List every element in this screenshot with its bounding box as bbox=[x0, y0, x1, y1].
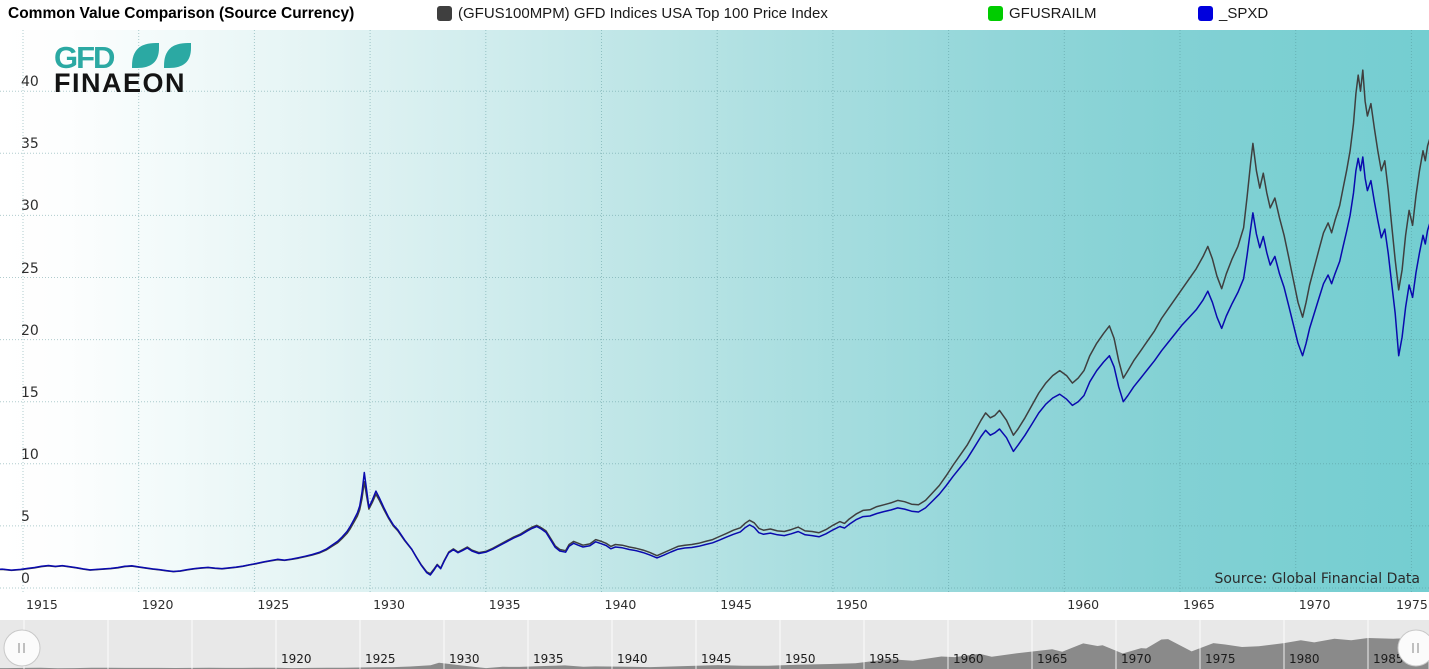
navigator[interactable]: 1920 1925 1930 1935 1940 1945 1950 1955 1960 1965… bbox=[0, 620, 1429, 669]
legend-item-spxd[interactable]: _SPXD bbox=[1198, 5, 1268, 22]
navigator-tick-label: 1980 bbox=[1289, 652, 1320, 666]
y-axis-label: 30 bbox=[21, 198, 39, 215]
navigator-tick-label: 1975 bbox=[1205, 652, 1236, 666]
navigator-right-handle[interactable] bbox=[1397, 629, 1429, 667]
navigator-tick-label: 1985 bbox=[1373, 652, 1404, 666]
logo-finaeon-text: FINAEON bbox=[54, 68, 186, 95]
y-axis-label: 10 bbox=[21, 446, 39, 463]
x-axis-label: 1970 bbox=[1298, 597, 1331, 612]
legend-label: (GFUS100MPM) GFD Indices USA Top 100 Pri… bbox=[458, 5, 828, 22]
legend-marker bbox=[988, 6, 1003, 21]
navigator-tick-label: 1950 bbox=[785, 652, 816, 666]
navigator-tick-label: 1920 bbox=[281, 652, 312, 666]
logo-leaf-icon bbox=[164, 43, 191, 68]
navigator-tick-label: 1960 bbox=[953, 652, 984, 666]
x-axis-label: 1920 bbox=[141, 597, 174, 612]
x-axis-label: 1960 bbox=[1067, 597, 1100, 612]
navigator-area[interactable] bbox=[0, 638, 1429, 669]
source-note: Source: Global Financial Data bbox=[1214, 571, 1420, 587]
gfd-finaeon-logo: GFD FINAEON bbox=[52, 39, 252, 98]
y-axis-label: 35 bbox=[21, 136, 39, 153]
y-axis-label: 15 bbox=[21, 384, 39, 401]
chart-header: Common Value Comparison (Source Currency… bbox=[0, 0, 1429, 30]
x-axis-label: 1965 bbox=[1183, 597, 1215, 612]
y-axis-label: 40 bbox=[21, 74, 39, 91]
x-axis-label: 1930 bbox=[373, 597, 405, 612]
plot-area[interactable]: 0 5 10 15 20 25 30 35 40 GFD FINAEON Source: Glo… bbox=[0, 30, 1429, 592]
navigator-left-handle[interactable] bbox=[3, 629, 41, 667]
y-axis-label: 0 bbox=[21, 571, 30, 587]
legend-marker bbox=[1198, 6, 1213, 21]
navigator-tick-label: 1935 bbox=[533, 652, 564, 666]
y-axis-label: 25 bbox=[21, 260, 39, 277]
logo-leaf-icon bbox=[132, 43, 159, 68]
y-axis-label: 5 bbox=[21, 508, 30, 525]
x-axis-label: 1975 bbox=[1396, 597, 1428, 612]
legend-label: _SPXD bbox=[1219, 5, 1269, 22]
chart-title: Common Value Comparison (Source Currency… bbox=[8, 5, 355, 22]
navigator-tick-label: 1945 bbox=[701, 652, 732, 666]
navigator-tick-label: 1970 bbox=[1121, 652, 1152, 666]
legend-marker bbox=[437, 6, 452, 21]
x-axis-label: 1925 bbox=[257, 597, 290, 612]
legend-item-gfus100mpm-gfd-indices-usa-top-100-price-index[interactable]: (GFUS100MPM) GFD Indices USA Top 100 Pri… bbox=[437, 5, 828, 22]
navigator-tick-label: 1965 bbox=[1037, 652, 1068, 666]
series-line-gfus100mpm-gfd-indices-usa-top-100-price-index[interactable] bbox=[0, 69, 1429, 575]
navigator-tick-label: 1925 bbox=[365, 652, 396, 666]
x-axis-label: 1940 bbox=[604, 597, 637, 612]
logo-gfd-text: GFD bbox=[54, 40, 115, 75]
legend-label: GFUSRAILM bbox=[1009, 5, 1097, 22]
navigator-tick-label: 1955 bbox=[869, 652, 900, 666]
legend-item-gfusrailm[interactable]: GFUSRAILM bbox=[988, 5, 1097, 22]
x-axis-labels: 1915 1920 1925 1930 1935 1940 1945 1950 1960 1965… bbox=[0, 592, 1429, 620]
plot-canvas[interactable] bbox=[0, 30, 1429, 592]
x-axis-label: 1915 bbox=[26, 597, 58, 612]
navigator-track[interactable]: 1920 1925 1930 1935 1940 1945 1950 1955 1960 1965… bbox=[0, 620, 1429, 669]
navigator-tick-label: 1930 bbox=[449, 652, 480, 666]
x-axis-label: 1945 bbox=[720, 597, 752, 612]
x-axis-label: 1950 bbox=[835, 597, 868, 612]
y-axis-label: 20 bbox=[21, 322, 39, 339]
navigator-tick-label: 1940 bbox=[617, 652, 648, 666]
series-line-spxd[interactable] bbox=[0, 156, 1429, 576]
x-axis-label: 1935 bbox=[488, 597, 521, 612]
